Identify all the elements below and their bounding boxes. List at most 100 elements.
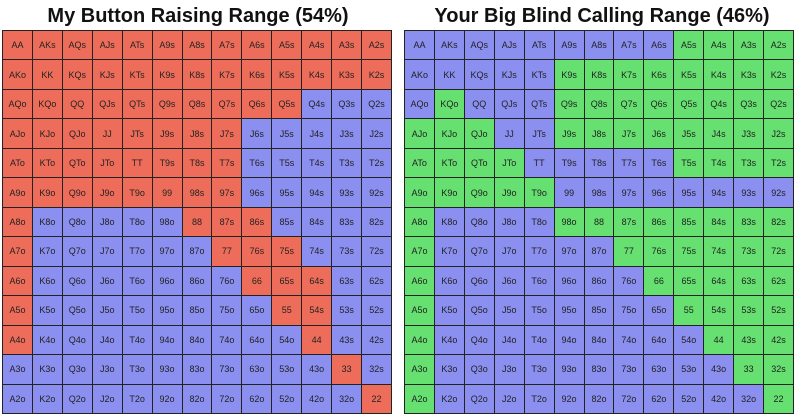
call-range-hand-cell: JJ — [494, 119, 524, 148]
raise-range-hand-cell: Q7o — [62, 237, 92, 266]
raise-range-hand-cell: 53s — [332, 296, 362, 325]
call-range-hand-cell: Q9o — [464, 178, 494, 207]
call-range-hand-cell: KK — [434, 60, 464, 89]
call-range-hand-cell: KJs — [494, 60, 524, 89]
call-range-hand-cell: 64s — [704, 266, 734, 296]
raise-range-hand-cell: T3o — [122, 355, 152, 384]
raise-range-hand-cell: 75o — [212, 296, 242, 325]
call-range-hand-cell: Q7o — [464, 237, 494, 266]
call-range-hand-cell: KTo — [434, 148, 464, 178]
raise-range-hand-cell: 42o — [302, 384, 332, 413]
call-range-hand-cell: 76s — [644, 237, 674, 266]
call-range-hand-cell: A7o — [405, 237, 434, 266]
raise-range-hand-cell: 98o — [152, 207, 182, 237]
raise-range-hand-cell: A3o — [3, 355, 32, 384]
raise-range-hand-cell: 54s — [302, 296, 332, 325]
call-range-hand-cell: J2s — [764, 119, 793, 148]
raise-range-hand-cell: Q9o — [62, 178, 92, 207]
raise-range-hand-cell: T6s — [242, 148, 272, 178]
raise-range-hand-cell: A4s — [302, 31, 332, 60]
call-range-hand-cell: Q2s — [764, 89, 793, 119]
right-chart-title: Your Big Blind Calling Range (46%) — [434, 5, 770, 27]
call-range-hand-cell: Q8s — [584, 89, 614, 119]
call-range-hand-cell: J5s — [674, 119, 704, 148]
raise-range-hand-cell: A8o — [3, 207, 32, 237]
raise-range-hand-cell: 73s — [332, 237, 362, 266]
raise-range-hand-cell: T5o — [122, 296, 152, 325]
raise-range-hand-cell: A5s — [272, 31, 302, 60]
raise-range-hand-cell: 55 — [272, 296, 302, 325]
raise-range-hand-cell: KTs — [122, 60, 152, 89]
raise-range-hand-cell: K6s — [242, 60, 272, 89]
raise-range-hand-cell: Q3o — [62, 355, 92, 384]
call-range-hand-cell: 63s — [734, 266, 764, 296]
call-range-hand-cell: Q4s — [704, 89, 734, 119]
raise-range-hand-cell: T4o — [122, 325, 152, 355]
raise-range-hand-cell: A6o — [3, 266, 32, 296]
call-range-hand-cell: 94o — [554, 325, 584, 355]
call-range-hand-cell: JTo — [494, 148, 524, 178]
call-range-hand-cell: K7o — [434, 237, 464, 266]
raise-range-hand-cell: Q4s — [302, 89, 332, 119]
raise-range-hand-cell: AA — [3, 31, 32, 60]
raise-range-hand-cell: A6s — [242, 31, 272, 60]
raise-range-hand-cell: 33 — [332, 355, 362, 384]
call-range-hand-cell: 72s — [764, 237, 793, 266]
raise-range-hand-cell: 43s — [332, 325, 362, 355]
raise-range-hand-cell: 62s — [362, 266, 391, 296]
call-range-hand-cell: 97o — [554, 237, 584, 266]
call-range-hand-cell: 42s — [764, 325, 793, 355]
call-range-hand-cell: Q3o — [464, 355, 494, 384]
raise-range-hand-cell: KQs — [62, 60, 92, 89]
raise-range-hand-cell: T7o — [122, 237, 152, 266]
raise-range-hand-cell: K4s — [302, 60, 332, 89]
call-range-hand-cell: 96o — [554, 266, 584, 296]
call-range-hand-cell: T4o — [524, 325, 554, 355]
raise-range-hand-cell: Q2s — [362, 89, 391, 119]
call-range-hand-cell: J4o — [494, 325, 524, 355]
raise-range-hand-cell: A3s — [332, 31, 362, 60]
call-range-hand-cell: 92o — [554, 384, 584, 413]
raise-range-hand-cell: 76s — [242, 237, 272, 266]
call-range-hand-cell: 95o — [554, 296, 584, 325]
call-range-hand-cell: Q5o — [464, 296, 494, 325]
raise-range-hand-cell: 72s — [362, 237, 391, 266]
raise-range-hand-cell: J3o — [92, 355, 122, 384]
raise-range-hand-cell: Q8s — [182, 89, 212, 119]
call-range-hand-cell: A2o — [405, 384, 434, 413]
raise-range-hand-cell: 95s — [272, 178, 302, 207]
raise-range-hand-cell: T6o — [122, 266, 152, 296]
call-range-hand-cell: K9o — [434, 178, 464, 207]
call-range-hand-cell: 65o — [644, 296, 674, 325]
call-range-hand-cell: 86s — [644, 207, 674, 237]
call-range-hand-cell: T7s — [614, 148, 644, 178]
raise-range-hand-cell: QTo — [62, 148, 92, 178]
raise-range-hand-cell: T8s — [182, 148, 212, 178]
raise-range-hand-cell: A8s — [182, 31, 212, 60]
call-range-hand-cell: A9s — [554, 31, 584, 60]
call-range-hand-cell: Q6s — [644, 89, 674, 119]
raise-range-hand-cell: 84s — [302, 207, 332, 237]
call-range-hand-cell: 66 — [644, 266, 674, 296]
call-range-hand-cell: K3o — [434, 355, 464, 384]
raise-range-hand-cell: 53o — [272, 355, 302, 384]
raise-range-hand-cell: 82o — [182, 384, 212, 413]
call-range-hand-cell: QQ — [464, 89, 494, 119]
call-range-hand-cell: 54o — [674, 325, 704, 355]
raise-range-hand-cell: 65o — [242, 296, 272, 325]
raise-range-hand-cell: J8o — [92, 207, 122, 237]
raise-range-hand-cell: K3o — [32, 355, 62, 384]
raise-range-hand-cell: Q5o — [62, 296, 92, 325]
raise-range-hand-cell: 96s — [242, 178, 272, 207]
raise-range-hand-cell: Q8o — [62, 207, 92, 237]
raise-range-hand-cell: A7o — [3, 237, 32, 266]
raise-range-hand-cell: 43o — [302, 355, 332, 384]
raise-range-hand-cell: KQo — [32, 89, 62, 119]
raise-range-hand-cell: 94s — [302, 178, 332, 207]
raise-range-hand-cell: A2s — [362, 31, 391, 60]
call-range-hand-cell: 76o — [614, 266, 644, 296]
raise-range-hand-cell: 72o — [212, 384, 242, 413]
raise-range-hand-cell: 64o — [242, 325, 272, 355]
raise-range-hand-cell: 52s — [362, 296, 391, 325]
call-range-hand-cell: 73s — [734, 237, 764, 266]
